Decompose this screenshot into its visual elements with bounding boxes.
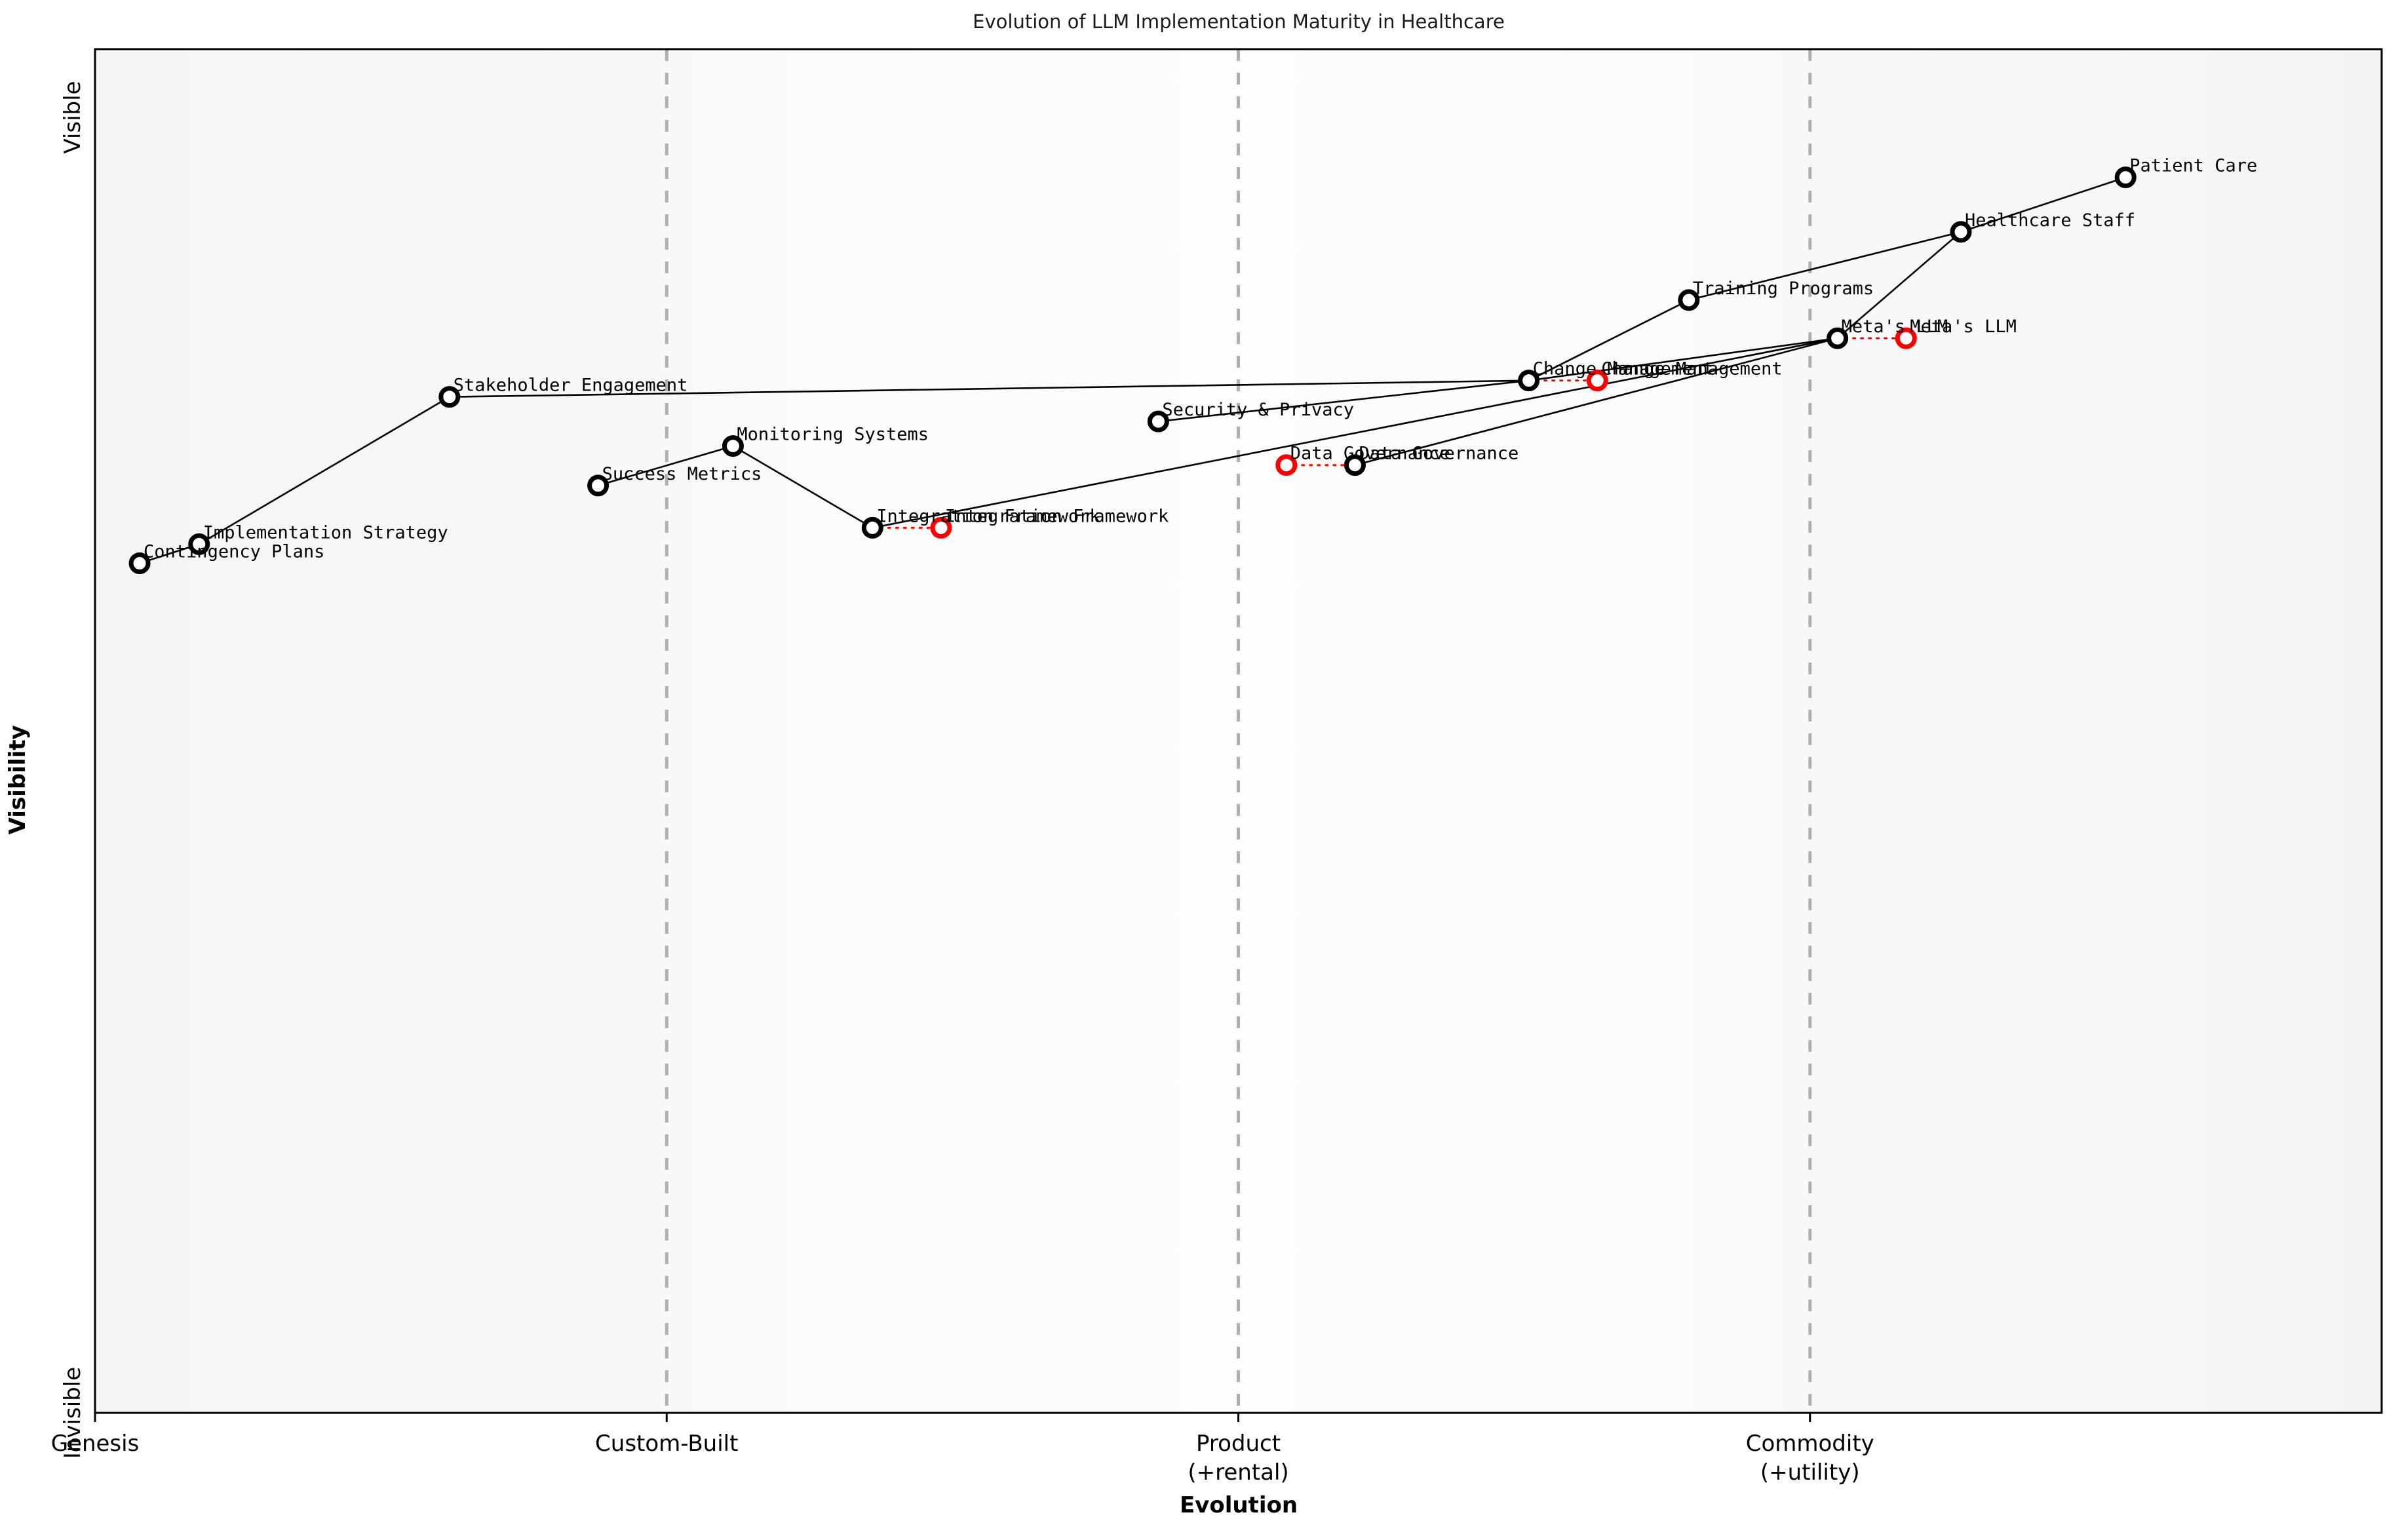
x-tick-label-custom-built: Custom-Built [595, 1431, 738, 1457]
node-change-management[interactable] [1518, 370, 1540, 392]
node-label-monitoring-systems: Monitoring Systems [737, 425, 929, 445]
node-label-success-metrics: Success Metrics [602, 464, 762, 484]
node-success-metrics[interactable] [587, 474, 610, 497]
node-label-stakeholder-engagement: Stakeholder Engagement [454, 375, 688, 396]
node-healthcare-staff[interactable] [1950, 221, 1972, 243]
node-patient-care[interactable] [2114, 166, 2137, 189]
node-contingency-plans[interactable] [128, 552, 151, 575]
edge-training_programs-to-change_management [1528, 299, 1690, 381]
edge-change_management-to-security_privacy [1158, 379, 1529, 423]
node-labels-group: Patient Care Healthcare Staff Training Pro… [144, 156, 2257, 562]
x-tick-sublabel-commodity: (+utility) [1760, 1459, 1860, 1486]
node-label-change-management-future: Change Management [1601, 359, 1782, 379]
x-tick-label-genesis: Genesis [51, 1431, 140, 1457]
node-implementation-strategy[interactable] [188, 533, 210, 555]
page-title: Evolution of LLM Implementation Maturity… [973, 10, 1505, 33]
node-label-contingency-plans: Contingency Plans [144, 542, 324, 562]
node-label-change-management: Change Management [1533, 359, 1714, 379]
x-axis-ticks-group: Genesis Custom-Built Product(+rental) Commo… [51, 1413, 1874, 1486]
node-data-governance[interactable] [1344, 454, 1366, 476]
x-tick-label-product: Product [1196, 1431, 1281, 1457]
edge-stakeholder_engagement-to-implementation_strategy [199, 396, 450, 545]
node-integration-framework[interactable] [861, 516, 883, 539]
edge-change_management-to-stakeholder_engagement [449, 379, 1529, 398]
x-tick-sublabel-product: (+rental) [1188, 1459, 1288, 1486]
node-label-data-governance: Data Governance [1359, 444, 1519, 464]
node-training-programs[interactable] [1678, 289, 1700, 311]
node-security-privacy[interactable] [1147, 410, 1169, 433]
y-tick-label-visible: Visible [60, 81, 86, 154]
node-label-security-privacy: Security & Privacy [1162, 400, 1354, 420]
x-tick-label-commodity: Commodity [1746, 1431, 1874, 1457]
node-label-metas-llm-future: Meta's LLM [1910, 317, 2017, 337]
edge-metas_llm-to-data_governance [1355, 337, 1838, 466]
nodes-group [128, 166, 2137, 575]
node-metas-llm[interactable] [1827, 327, 1849, 349]
node-change-management-future[interactable] [1586, 370, 1608, 392]
edge-metas_llm-to-change_management [1528, 337, 1838, 381]
node-stakeholder-engagement[interactable] [438, 386, 461, 408]
y-axis-ticks-group: Invisible Visible [60, 81, 86, 1459]
y-axis-title: Visibility [5, 725, 31, 835]
edge-healthcare_staff-to-training_programs [1688, 231, 1962, 301]
node-data-governance-future[interactable] [1275, 454, 1298, 476]
node-label-training-programs: Training Programs [1693, 279, 1874, 299]
node-label-data-governance-future: Data Governance [1290, 444, 1450, 464]
node-label-integration-framework: Integration Framework [876, 506, 1100, 526]
node-label-integration-fw-future: Integration Framework [945, 506, 1169, 526]
node-label-healthcare-staff: Healthcare Staff [1965, 210, 2135, 231]
x-axis-title: Evolution [1180, 1492, 1298, 1518]
node-metas-llm-future[interactable] [1895, 327, 1917, 349]
node-label-patient-care: Patient Care [2129, 156, 2257, 176]
evolution-links-group [871, 337, 1907, 529]
y-tick-label-invisible: Invisible [60, 1367, 86, 1459]
edge-patient_care-to-healthcare_staff [1960, 176, 2126, 233]
gridlines-group [665, 49, 1812, 1413]
node-integration-fw-future[interactable] [930, 516, 952, 539]
edge-metas_llm-to-integration_framework [872, 337, 1838, 529]
node-label-metas-llm: Meta's LLM [1842, 317, 1948, 337]
node-label-implementation-strategy: Implementation Strategy [203, 522, 448, 543]
edge-healthcare_staff-to-metas_llm [1836, 231, 1962, 339]
edge-monitoring_systems-to-success_metrics [598, 445, 733, 487]
node-monitoring-systems[interactable] [722, 435, 744, 457]
edge-monitoring_systems-to-integration_framework [732, 445, 873, 529]
edges-group [139, 176, 2126, 564]
